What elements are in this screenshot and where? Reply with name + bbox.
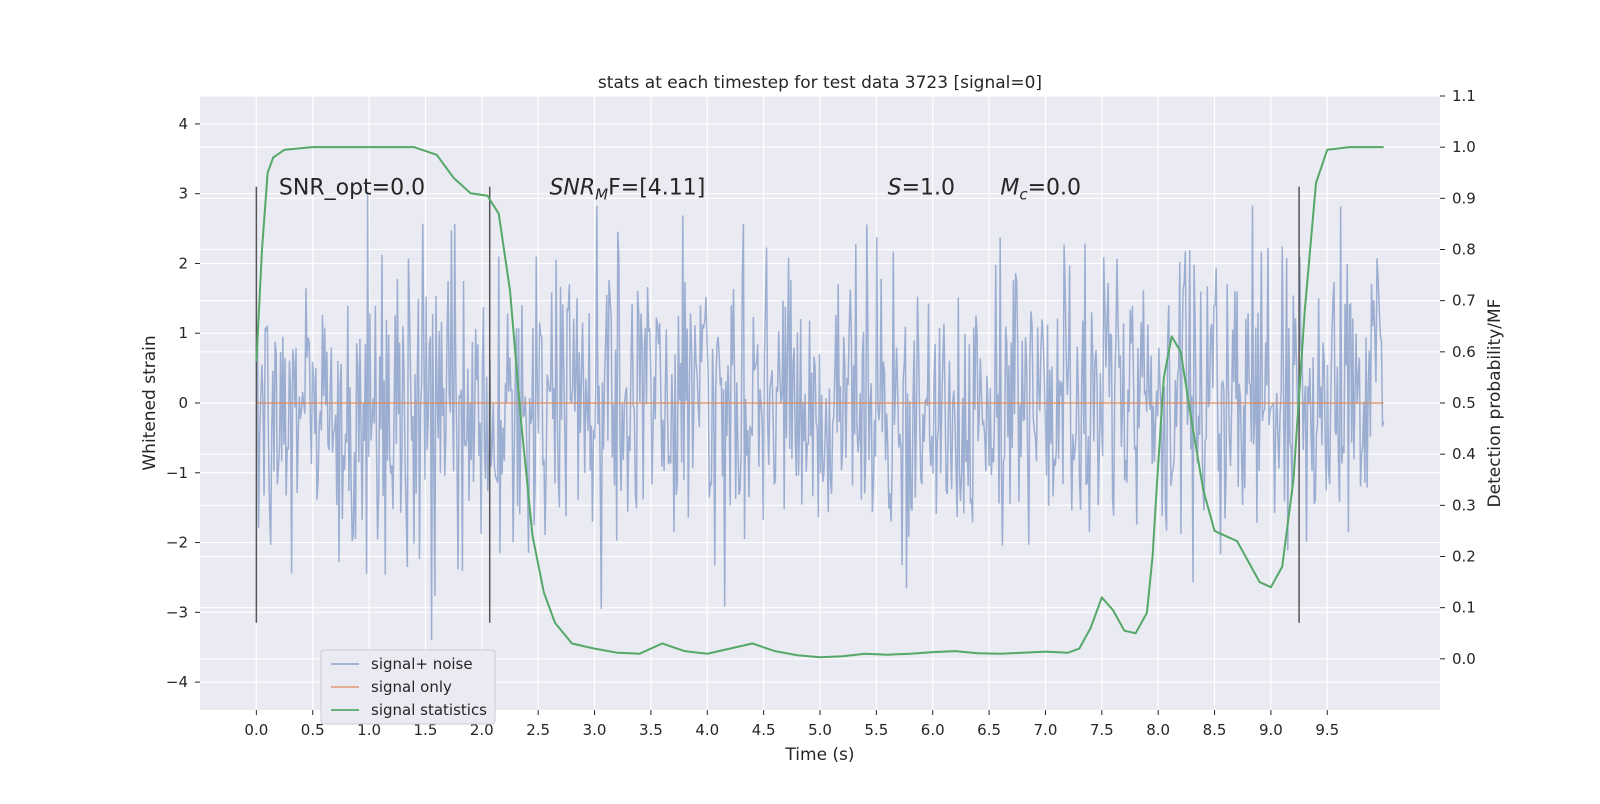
y-right-tick-label: 0.6	[1452, 343, 1476, 361]
y-right-tick-label: 0.8	[1452, 241, 1476, 259]
annotation-1: SNRMF=[4.11]	[549, 176, 705, 204]
x-tick-label: 4.5	[752, 721, 776, 739]
x-tick-label: 6.0	[921, 721, 945, 739]
y-right-tick-label: 0.5	[1452, 394, 1476, 412]
x-tick-label: 6.5	[977, 721, 1001, 739]
x-tick-label: 8.5	[1203, 721, 1227, 739]
x-tick-label: 8.0	[1146, 721, 1170, 739]
x-tick-label: 2.0	[470, 721, 494, 739]
y-right-tick-label: 0.4	[1452, 445, 1476, 463]
y-right-axis-title: Detection probability/MF	[1485, 299, 1505, 508]
legend-label-signal-statistics: signal statistics	[371, 701, 487, 719]
annotation-main: S	[888, 176, 902, 201]
y-tick-label: −3	[166, 603, 188, 621]
y-tick-label: 3	[178, 185, 188, 203]
y-right-tick-label: 1.1	[1452, 87, 1476, 105]
annotation-suffix: =0.0	[1028, 176, 1081, 201]
legend-box	[320, 649, 496, 725]
y-right-tick-label: 0.9	[1452, 189, 1476, 207]
x-tick-label: 5.0	[808, 721, 832, 739]
x-tick-label: 3.5	[639, 721, 663, 739]
annotations: SNR_opt=0.0 SNRMF=[4.11] S=1.0 Mc=0.0	[279, 176, 1081, 204]
annotation-suffix: =1.0	[902, 176, 955, 201]
x-tick-label: 3.0	[583, 721, 607, 739]
y-right-tick-label: 0.3	[1452, 496, 1476, 514]
x-tick-label: 7.5	[1090, 721, 1114, 739]
annotation-0: SNR_opt=0.0	[279, 176, 425, 201]
chart-title: stats at each timestep for test data 372…	[598, 73, 1042, 93]
y-right-tick-label: 0.0	[1452, 650, 1476, 668]
y-right-tick-labels: 0.0 0.1 0.2 0.3 0.4 0.5 0.6 0.7 0.8 0.9 1.0 1.1	[1440, 87, 1476, 668]
annotation-main: M	[1000, 176, 1019, 201]
x-tick-label: 0.0	[244, 721, 268, 739]
annotation-subscript: c	[1019, 186, 1028, 204]
y-right-tick-label: 0.1	[1452, 599, 1476, 617]
x-tick-label: 0.5	[301, 721, 325, 739]
y-tick-label: −4	[166, 673, 188, 691]
series-signal-noise	[255, 191, 1385, 640]
annotation-subscript: M	[595, 186, 608, 204]
y-tick-label: 2	[178, 254, 188, 272]
series-signal-statistics	[255, 146, 1384, 659]
annotation-main: SNR_opt=0.0	[279, 176, 425, 201]
x-tick-label: 2.5	[526, 721, 550, 739]
annotation-3: Mc=0.0	[1000, 176, 1081, 204]
x-tick-label: 4.0	[695, 721, 719, 739]
x-axis-title: Time (s)	[784, 745, 854, 765]
y-right-tick-label: 0.7	[1452, 292, 1476, 310]
legend-label-signal-only: signal only	[371, 678, 452, 696]
y-axis-title: Whitened strain	[140, 335, 160, 470]
signal-noise-line	[255, 191, 1385, 640]
x-tick-label: 9.0	[1259, 721, 1283, 739]
x-tick-labels: 0.0 0.5 1.0 1.5 2.0 2.5 3.0 3.5 4.0 4.5 5.0 5.5 6.0 6…	[244, 710, 1339, 739]
y-right-tick-label: 0.2	[1452, 548, 1476, 566]
y-tick-labels: −4 −3 −2 −1 0 1 2 3 4	[166, 115, 200, 691]
signal-statistics-line	[255, 146, 1384, 659]
y-tick-label: 4	[178, 115, 188, 133]
x-tick-label: 7.0	[1034, 721, 1058, 739]
x-tick-label: 5.5	[864, 721, 888, 739]
annotation-2: S=1.0	[888, 176, 955, 201]
y-tick-label: 0	[178, 394, 188, 412]
x-tick-label: 1.5	[414, 721, 438, 739]
legend: signal+ noise signal only signal statist…	[320, 649, 496, 725]
y-tick-label: −1	[166, 464, 188, 482]
y-right-tick-label: 1.0	[1452, 138, 1476, 156]
y-tick-label: −2	[166, 534, 188, 552]
legend-label-signal-noise: signal+ noise	[371, 655, 473, 673]
annotation-suffix: F=[4.11]	[608, 176, 705, 201]
annotation-main: SNR	[549, 176, 595, 201]
y-tick-label: 1	[178, 324, 188, 342]
x-tick-label: 1.0	[357, 721, 381, 739]
x-tick-label: 9.5	[1315, 721, 1339, 739]
